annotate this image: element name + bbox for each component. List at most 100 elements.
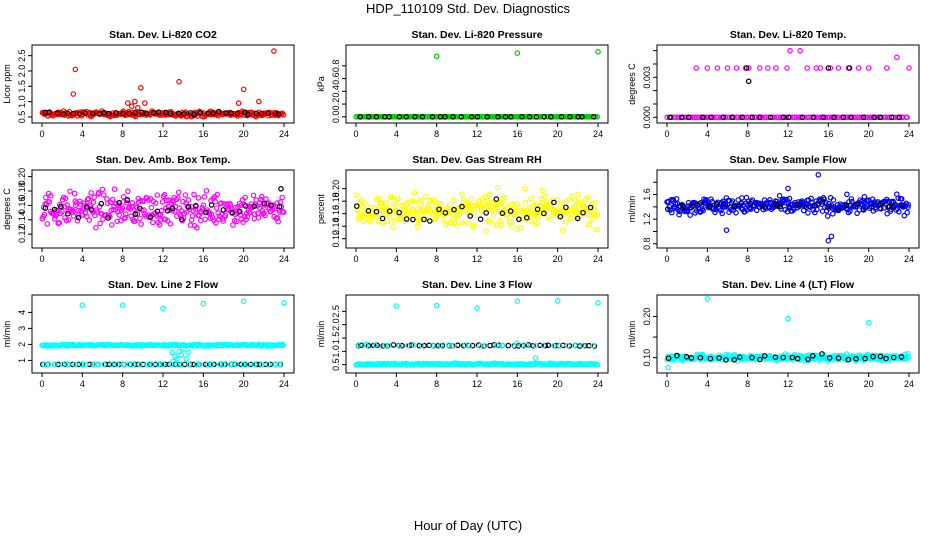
data-point bbox=[855, 65, 862, 71]
data-point bbox=[265, 361, 272, 368]
data-point bbox=[233, 361, 239, 368]
data-point bbox=[279, 194, 286, 201]
data-point bbox=[477, 216, 484, 223]
data-point bbox=[185, 349, 192, 356]
data-point bbox=[413, 212, 420, 218]
series-1 bbox=[664, 47, 912, 121]
data-point bbox=[63, 217, 70, 224]
data-point bbox=[846, 65, 853, 71]
data-point bbox=[871, 114, 877, 121]
data-point bbox=[877, 114, 884, 121]
data-point bbox=[522, 199, 529, 206]
data-point bbox=[458, 191, 465, 197]
data-point bbox=[718, 207, 724, 214]
data-point bbox=[54, 211, 60, 217]
data-point bbox=[139, 109, 145, 116]
data-point bbox=[520, 361, 526, 368]
data-point bbox=[448, 207, 454, 214]
data-point bbox=[753, 207, 760, 214]
data-point bbox=[693, 65, 700, 71]
data-point bbox=[865, 319, 872, 326]
data-point bbox=[429, 342, 436, 349]
data-point bbox=[514, 298, 521, 305]
data-point bbox=[773, 65, 779, 71]
data-point bbox=[280, 342, 287, 349]
data-point bbox=[200, 202, 207, 209]
data-point bbox=[493, 222, 500, 228]
chart-panel-4: Stan. Dev. Amb. Box Temp. 0 4 8 12 16 20 24 0.12… bbox=[2, 154, 295, 264]
data-point bbox=[280, 209, 287, 215]
data-point bbox=[132, 110, 139, 116]
data-point bbox=[111, 361, 117, 368]
data-point bbox=[111, 186, 118, 193]
data-point bbox=[820, 114, 827, 121]
data-point bbox=[418, 201, 425, 208]
data-point bbox=[182, 192, 189, 198]
data-point bbox=[132, 211, 139, 218]
x-tick-label: 8 bbox=[745, 254, 750, 264]
data-point bbox=[688, 355, 695, 361]
data-point bbox=[104, 196, 110, 202]
data-point bbox=[261, 200, 268, 207]
data-point bbox=[466, 202, 473, 209]
data-point bbox=[731, 356, 738, 363]
data-point bbox=[442, 210, 449, 216]
data-point bbox=[191, 191, 197, 198]
data-point bbox=[125, 188, 131, 195]
data-point bbox=[164, 218, 171, 224]
data-point bbox=[723, 357, 729, 363]
data-point bbox=[197, 109, 204, 116]
data-point bbox=[739, 114, 746, 121]
data-point bbox=[276, 361, 283, 368]
data-point bbox=[541, 210, 547, 217]
x-tick-label: 0 bbox=[353, 379, 358, 389]
y-tick-label: 0.12 bbox=[17, 225, 27, 243]
data-point bbox=[54, 110, 61, 117]
data-point bbox=[808, 114, 814, 121]
x-tick-label: 12 bbox=[472, 129, 482, 139]
data-point bbox=[680, 204, 687, 210]
data-point bbox=[383, 200, 390, 206]
data-point bbox=[258, 361, 265, 368]
data-point bbox=[90, 361, 97, 368]
data-point bbox=[62, 195, 69, 202]
data-point bbox=[508, 223, 515, 229]
data-point bbox=[901, 212, 908, 219]
data-point bbox=[128, 103, 135, 110]
plot-frame bbox=[345, 44, 609, 124]
x-tick-label: 24 bbox=[593, 379, 603, 389]
data-point bbox=[571, 342, 578, 349]
data-point bbox=[539, 187, 546, 194]
data-point bbox=[749, 354, 755, 361]
data-point bbox=[179, 216, 185, 223]
x-tick-label: 4 bbox=[80, 379, 85, 389]
data-point bbox=[159, 199, 166, 205]
data-point bbox=[45, 361, 52, 368]
data-point bbox=[581, 361, 588, 367]
data-point bbox=[905, 204, 911, 211]
x-tick-label: 4 bbox=[394, 379, 399, 389]
data-point bbox=[486, 114, 493, 120]
data-point bbox=[819, 199, 826, 205]
chart-panel-1: Stan. Dev. Li-820 CO2 0 4 8 12 16 20 24 0.5 1.0 1.… bbox=[2, 29, 295, 139]
data-point bbox=[265, 110, 271, 117]
data-point bbox=[793, 114, 800, 121]
data-point bbox=[234, 110, 241, 117]
plot-frame bbox=[656, 44, 920, 124]
data-point bbox=[138, 85, 144, 91]
data-point bbox=[689, 203, 696, 210]
data-point bbox=[191, 111, 198, 118]
data-point bbox=[825, 237, 832, 244]
data-point bbox=[395, 196, 401, 202]
data-point bbox=[723, 227, 730, 234]
data-point bbox=[514, 50, 521, 56]
data-point bbox=[120, 361, 127, 368]
data-point bbox=[194, 225, 200, 231]
x-tick-label: 4 bbox=[80, 129, 85, 139]
x-tick-label: 8 bbox=[120, 254, 125, 264]
data-point bbox=[120, 194, 127, 200]
data-point bbox=[183, 209, 190, 216]
data-point bbox=[119, 205, 126, 211]
data-point bbox=[591, 207, 598, 213]
data-point bbox=[108, 361, 115, 368]
